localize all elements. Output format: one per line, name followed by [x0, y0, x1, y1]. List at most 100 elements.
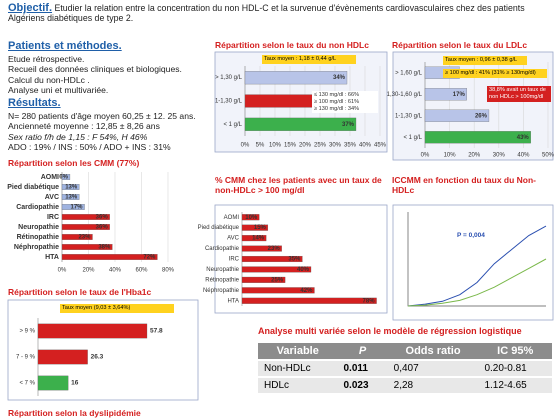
bar — [61, 224, 110, 230]
x-tick-label: 60% — [135, 268, 148, 274]
chart-frame — [392, 204, 554, 321]
annotation: Taux moyen (9,03 ± 3,64%) — [60, 304, 174, 313]
bar — [241, 235, 267, 242]
value-label: 34% — [333, 75, 346, 81]
category-label: Rétinopathie — [205, 277, 239, 283]
cell: 2,28 — [387, 377, 479, 395]
table-row: Non-HDLc 0.011 0,407 0.20-0.81 — [258, 360, 552, 378]
chart-title: Répartition selon le taux du LDLc — [392, 40, 528, 50]
methods-title: Patients et méthodes. — [8, 40, 122, 52]
value-label: 23% — [268, 246, 281, 252]
x-tick-label: 40% — [517, 153, 530, 159]
category-label: < 7 % — [19, 381, 35, 387]
x-tick-label: 30% — [493, 153, 506, 159]
category-label: AOMI — [224, 215, 240, 221]
x-tick-label: 25% — [314, 143, 327, 149]
results-item: Sex ratio f/h de 1,15 : F 54%, H 46% — [8, 131, 148, 142]
category-label: > 1,30 g/L — [215, 75, 243, 81]
cell: 0,407 — [387, 360, 479, 378]
value-label: 40% — [297, 267, 310, 273]
value-label: 25% — [271, 277, 284, 283]
results-list: N= 280 patients d'âge moyen 60,25 ± 12. … — [8, 111, 208, 153]
bar — [61, 254, 158, 260]
bar — [61, 234, 93, 240]
category-label: AVC — [227, 236, 240, 242]
x-tick-label: 40% — [109, 268, 122, 274]
category-label: Néphropathie — [203, 288, 240, 294]
category-label: Cardiopathie — [205, 246, 240, 252]
methods-list: Etude rétrospective. Recueil des données… — [8, 54, 208, 96]
x-tick-label: 15% — [284, 143, 297, 149]
bar — [37, 375, 69, 391]
series-line — [407, 258, 547, 307]
category-label: < 1 g/L — [223, 122, 242, 128]
value-label: 13% — [65, 195, 78, 201]
category-label: AVC — [45, 194, 59, 201]
category-label: Pied diabétique — [198, 225, 240, 231]
x-tick-label: 80% — [162, 268, 175, 274]
bar — [61, 194, 80, 200]
chart-frame — [7, 299, 199, 401]
header-cell: IC 95% — [478, 343, 552, 361]
results-item: ADO : 19% / INS : 50% / ADO + INS : 31% — [8, 142, 171, 153]
chart-title: Répartition selon le taux de l'Hba1c — [8, 287, 152, 297]
x-tick-label: 20% — [468, 153, 481, 159]
regression-table: Variable P Odds ratio IC 95% Non-HDLc 0.… — [258, 343, 552, 395]
annotation: Taux moyen : 0,96 ± 0,38 g/L — [443, 56, 527, 65]
value-label: 14% — [252, 236, 265, 242]
methods-item: Recueil des données cliniques et biologi… — [8, 64, 182, 75]
bar — [241, 287, 315, 294]
category-label: Cardiopathie — [16, 204, 59, 211]
objective-text: Etudier la relation entre la concentrati… — [8, 3, 525, 23]
annotation: P = 0,004 — [457, 232, 485, 239]
value-label: 26.3 — [91, 354, 104, 361]
cell: 0.20-0.81 — [478, 360, 552, 378]
bar — [241, 245, 282, 252]
results-title: Résultats. — [8, 97, 61, 109]
value-label: 17% — [453, 92, 466, 98]
objective: Objectif. Etudier la relation entre la c… — [8, 3, 553, 24]
value-label: 35% — [288, 257, 301, 263]
x-tick-label: 20% — [82, 268, 95, 274]
value-label: 38% — [98, 245, 111, 251]
bar — [61, 204, 85, 210]
value-label: 10% — [245, 215, 258, 221]
footer-chart-title: Répartition selon la dyslipidémie — [8, 408, 141, 418]
cell: Non-HDLc — [258, 360, 338, 378]
bar — [244, 117, 357, 131]
bar — [61, 174, 71, 180]
category-label: 1-1,30 g/L — [215, 99, 243, 105]
cell: 0.023 — [337, 377, 388, 395]
category-label: 1-1,30 g/L — [395, 113, 423, 119]
value-label: 42% — [300, 288, 313, 294]
results-item: N= 280 patients d'âge moyen 60,25 ± 12. … — [8, 111, 196, 121]
x-tick-label: 20% — [299, 143, 312, 149]
category-label: Néphropathie — [14, 244, 59, 251]
bar — [244, 71, 348, 85]
bar — [241, 276, 286, 283]
value-label: 16 — [71, 380, 79, 387]
category-label: Rétinopathie — [17, 234, 59, 241]
category-label: IRC — [47, 214, 59, 221]
bar — [424, 88, 467, 101]
value-label: 15% — [254, 225, 267, 231]
category-label: HTA — [227, 298, 239, 304]
x-tick-label: 40% — [359, 143, 372, 149]
value-label: 6% — [59, 175, 68, 181]
cell: 1.12-4.65 — [478, 377, 552, 395]
x-tick-label: 50% — [542, 153, 555, 159]
cell: 0.011 — [337, 360, 388, 378]
x-tick-label: 30% — [329, 143, 342, 149]
bar — [241, 266, 312, 273]
annotation: ≥ 100 mg/dl : 41% (31% ≥ 130mg/dl) — [443, 69, 547, 78]
methods-item: Analyse uni et multivariée. — [8, 85, 109, 96]
header-cell: Odds ratio — [387, 343, 479, 361]
category-label: Pied diabétique — [7, 184, 59, 191]
annotation: 38,8% avait un taux de non HDLc > 100mg/… — [487, 86, 551, 102]
category-label: Neuropathie — [18, 224, 59, 231]
value-label: 43% — [517, 135, 530, 141]
chart-title: Répartition selon le taux du non HDLc — [215, 40, 369, 50]
bar — [424, 131, 531, 144]
